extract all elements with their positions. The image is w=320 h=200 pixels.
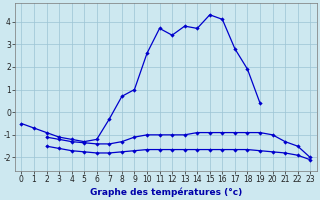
X-axis label: Graphe des températures (°c): Graphe des températures (°c) [90,187,242,197]
